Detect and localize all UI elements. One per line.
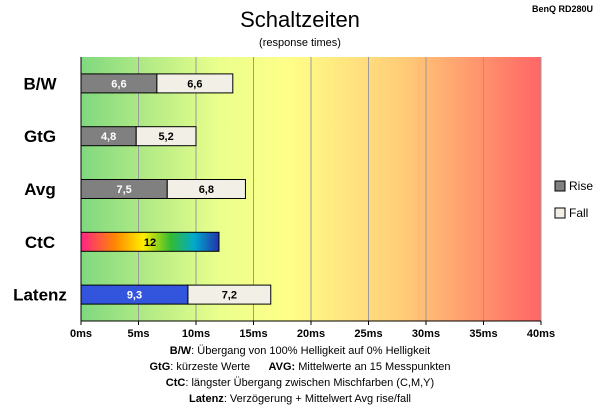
bar-label-fall-gtg: 5,2 bbox=[158, 131, 173, 143]
tick-label: 10ms bbox=[182, 328, 210, 340]
footnotes: B/W: Übergang von 100% Helligkeit auf 0%… bbox=[0, 343, 600, 407]
bar-label-rise-latenz: 9,3 bbox=[127, 290, 142, 302]
bar-label-rise-avg: 7,5 bbox=[116, 184, 131, 196]
tick-label: 5ms bbox=[127, 328, 149, 340]
bar-label-fall-avg: 6,8 bbox=[199, 184, 214, 196]
grid-lines bbox=[80, 57, 542, 321]
footnote-text: : Übergang von 100% Helligkeit auf 0% He… bbox=[191, 345, 431, 357]
footnote-gtg-avg: GtG: kürzeste Werte AVG: Mittelwerte an … bbox=[0, 359, 600, 375]
category-label-latenz: Latenz bbox=[13, 286, 67, 305]
footnote-bw: B/W: Übergang von 100% Helligkeit auf 0%… bbox=[0, 343, 600, 359]
model-label: BenQ RD280U bbox=[532, 4, 593, 14]
category-label-avg: Avg bbox=[24, 180, 56, 199]
footnote-text: : kürzeste Werte bbox=[170, 361, 251, 373]
footnote-key: GtG bbox=[149, 361, 171, 373]
tick-label: 15ms bbox=[239, 328, 267, 340]
chart-subtitle: (response times) bbox=[259, 37, 341, 49]
bar-label-rise-ctc: 12 bbox=[144, 237, 156, 249]
footnote-key: Latenz bbox=[188, 393, 224, 405]
tick-label: 25ms bbox=[354, 328, 382, 340]
footnote-key: AVG: bbox=[268, 361, 296, 373]
legend-swatch-fall bbox=[554, 207, 566, 219]
tick-label: 0ms bbox=[70, 328, 92, 340]
category-label-gtg: GtG bbox=[24, 127, 56, 146]
category-label-bw: B/W bbox=[23, 74, 57, 93]
bar-label-rise-gtg: 4,8 bbox=[101, 131, 116, 143]
tick-label: 20ms bbox=[297, 328, 325, 340]
bar-fall-avg bbox=[166, 179, 246, 199]
footnote-text: : Verzögerung + Mittelwert Avg rise/fall bbox=[223, 393, 412, 405]
bars: 6,6 6,6 4,8 5,2 7,5 6,8 12 9,3 7,2 bbox=[80, 73, 272, 305]
footnote-latenz: Latenz: Verzögerung + Mittelwert Avg ris… bbox=[0, 391, 600, 407]
chart-title: Schaltzeiten bbox=[240, 7, 360, 32]
bar-label-rise-bw: 6,6 bbox=[111, 78, 126, 90]
tick-label: 30ms bbox=[412, 328, 440, 340]
bar-label-fall-bw: 6,6 bbox=[187, 78, 202, 90]
legend: Rise Fall bbox=[554, 179, 593, 220]
category-labels: B/W GtG Avg CtC Latenz bbox=[13, 74, 67, 304]
bar-label-fall-latenz: 7,2 bbox=[222, 290, 237, 302]
footnote-key: CtC bbox=[165, 377, 186, 389]
category-label-ctc: CtC bbox=[25, 233, 55, 252]
x-axis-ticks: 0ms 5ms 10ms 15ms 20ms 25ms 30ms 35ms 40ms bbox=[70, 57, 555, 340]
bar-fall-bw bbox=[156, 73, 234, 94]
footnote-key: B/W bbox=[169, 345, 192, 357]
footnote-ctc: CtC: längster Übergang zwischen Mischfar… bbox=[0, 375, 600, 391]
tick-label: 35ms bbox=[469, 328, 497, 340]
legend-label-rise: Rise bbox=[569, 179, 593, 193]
footnote-text: : längster Übergang zwischen Mischfarben… bbox=[185, 377, 435, 389]
legend-swatch-rise bbox=[554, 180, 566, 192]
legend-label-fall: Fall bbox=[569, 206, 588, 220]
bar-fall-latenz bbox=[187, 284, 272, 305]
tick-label: 40ms bbox=[527, 328, 555, 340]
bar-fall-gtg bbox=[135, 126, 197, 147]
footnote-text: Mittelwerte an 15 Messpunkten bbox=[295, 361, 451, 373]
